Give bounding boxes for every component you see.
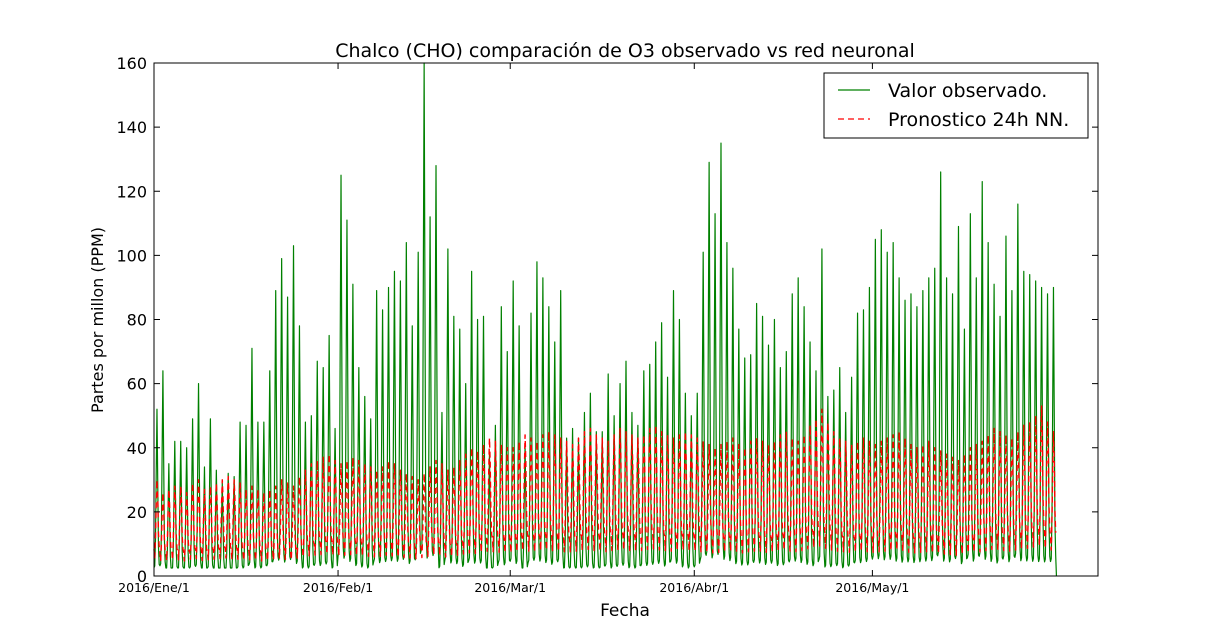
x-axis: 2016/Ene/1 2016/Feb/1 2016/Mar/1 2016/Abr/1… <box>118 63 909 595</box>
series-layer <box>153 62 1058 577</box>
y-tick-label: 160 <box>116 54 147 73</box>
y-tick-label: 0 <box>137 567 147 586</box>
legend-box <box>823 72 1089 139</box>
y-tick-label: 40 <box>127 439 147 458</box>
y-tick-label: 120 <box>116 182 147 201</box>
y-tick-label: 60 <box>127 375 147 394</box>
chart-title: Chalco (CHO) comparación de O3 observado… <box>335 40 915 62</box>
y-tick-label: 20 <box>127 503 147 522</box>
x-tick-label: 2016/Mar/1 <box>474 580 546 595</box>
x-tick-label: 2016/Abr/1 <box>659 580 729 595</box>
y-tick-label: 100 <box>116 246 147 265</box>
x-axis-label: Fecha <box>600 601 650 621</box>
y-tick-label: 140 <box>116 118 147 137</box>
legend: Valor observado. Pronostico 24h NN. <box>823 72 1089 139</box>
y-axis-label: Partes por millon (PPM) <box>88 227 107 413</box>
y-axis: 0 20 40 60 80 100 120 140 160 <box>116 54 1098 586</box>
series-line-forecast <box>153 405 1057 562</box>
x-tick-label: 2016/Ene/1 <box>118 580 190 595</box>
y-tick-label: 80 <box>127 311 147 330</box>
x-tick-label: 2016/May/1 <box>835 580 909 595</box>
legend-label-observed: Valor observado. <box>888 80 1047 102</box>
x-tick-label: 2016/Feb/1 <box>303 580 373 595</box>
legend-label-forecast: Pronostico 24h NN. <box>888 109 1069 131</box>
plot-background <box>154 63 1098 576</box>
